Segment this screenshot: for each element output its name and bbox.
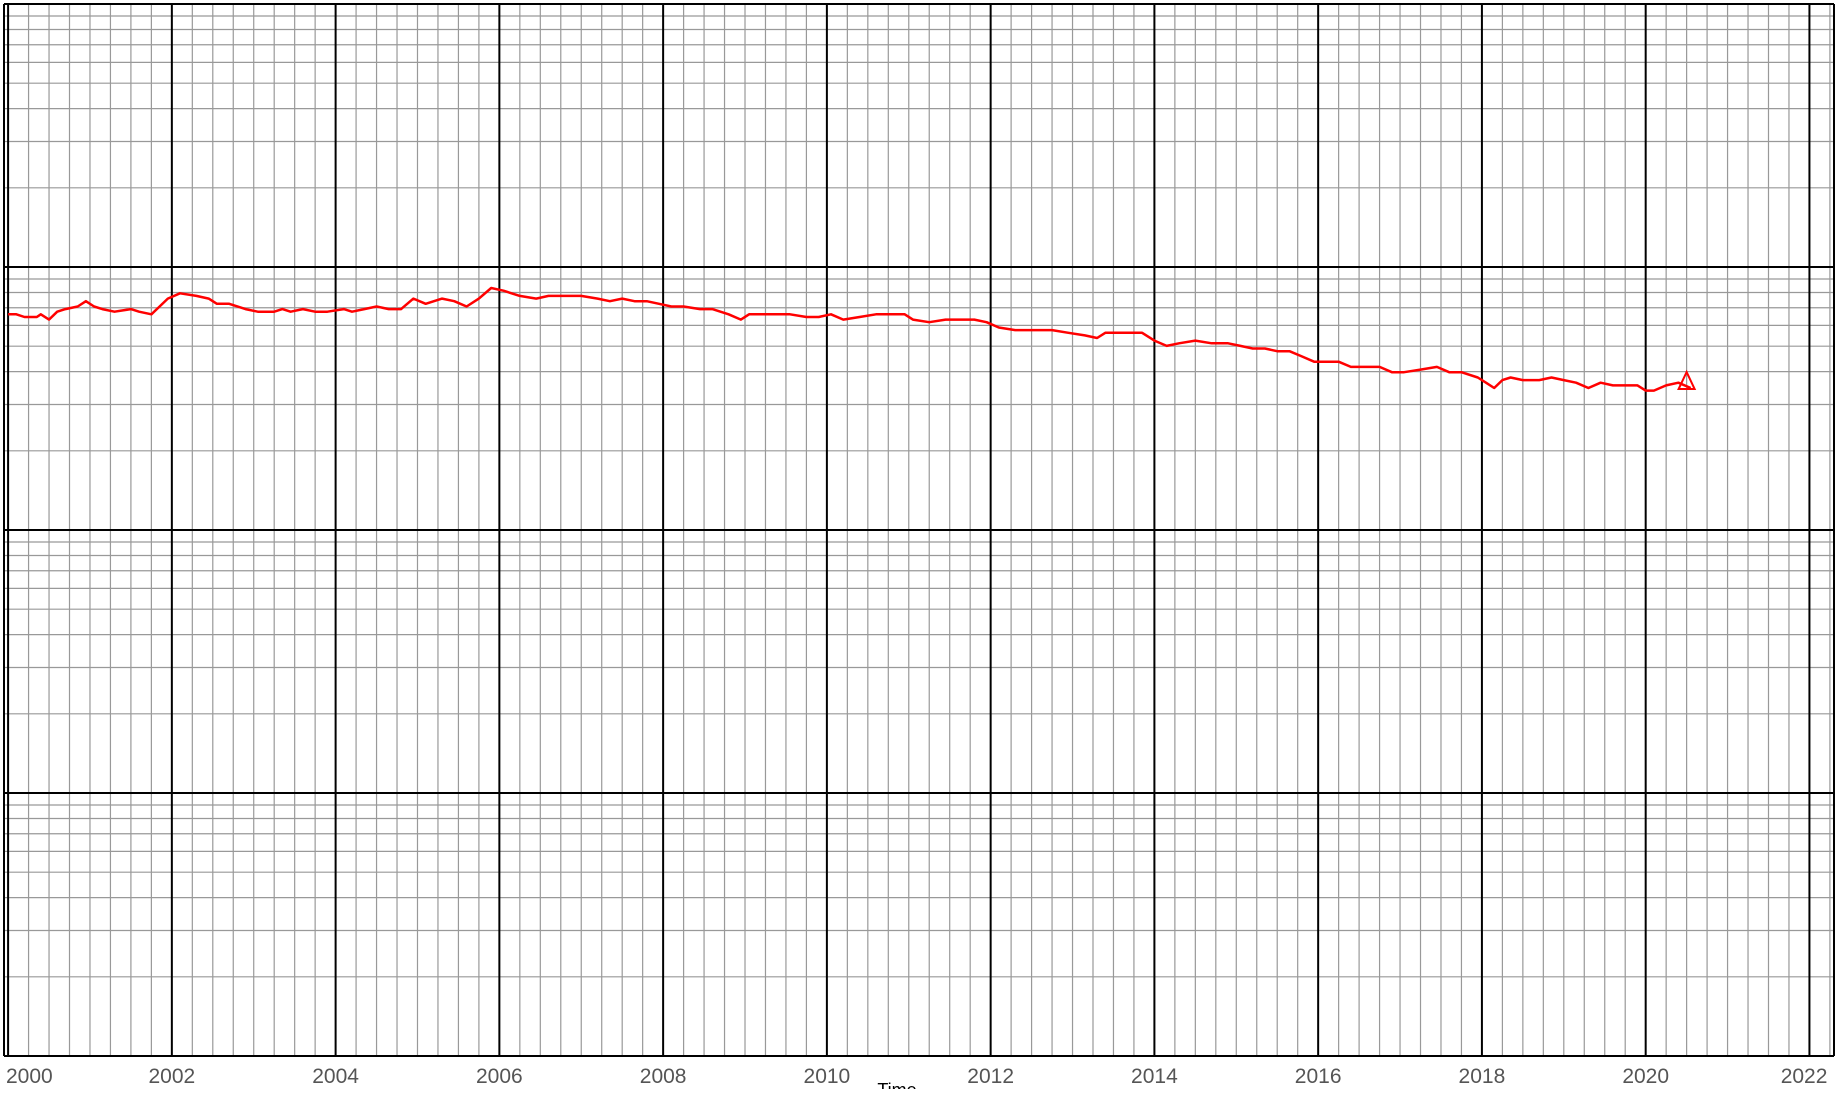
series-line-0 <box>8 286 1692 392</box>
x-tick-label: 2006 <box>476 1065 523 1088</box>
end-marker-triangle <box>1677 369 1697 391</box>
series-layer <box>8 286 1692 392</box>
x-tick-label: 2012 <box>967 1065 1014 1088</box>
end-marker-layer <box>1677 369 1697 391</box>
x-tick-label: 2020 <box>1622 1065 1669 1088</box>
x-tick-label: 2010 <box>804 1065 851 1088</box>
x-tick-label: 2002 <box>148 1065 195 1088</box>
x-tick-label: 2014 <box>1131 1065 1178 1088</box>
x-tick-label: 2022 <box>1781 1065 1828 1088</box>
x-axis-label: Time <box>877 1080 916 1089</box>
x-tick-labels: 2000 2002 2004 2006 2008 2010 2012 2014 2016 2018… <box>6 1065 1827 1088</box>
major-gridlines <box>3 3 1835 1057</box>
x-tick-label: 2018 <box>1459 1065 1506 1088</box>
x-tick-label: 2016 <box>1295 1065 1342 1088</box>
x-tick-label: 2000 <box>6 1065 53 1088</box>
x-tick-label: 2004 <box>312 1065 359 1088</box>
x-tick-label: 2008 <box>640 1065 687 1088</box>
